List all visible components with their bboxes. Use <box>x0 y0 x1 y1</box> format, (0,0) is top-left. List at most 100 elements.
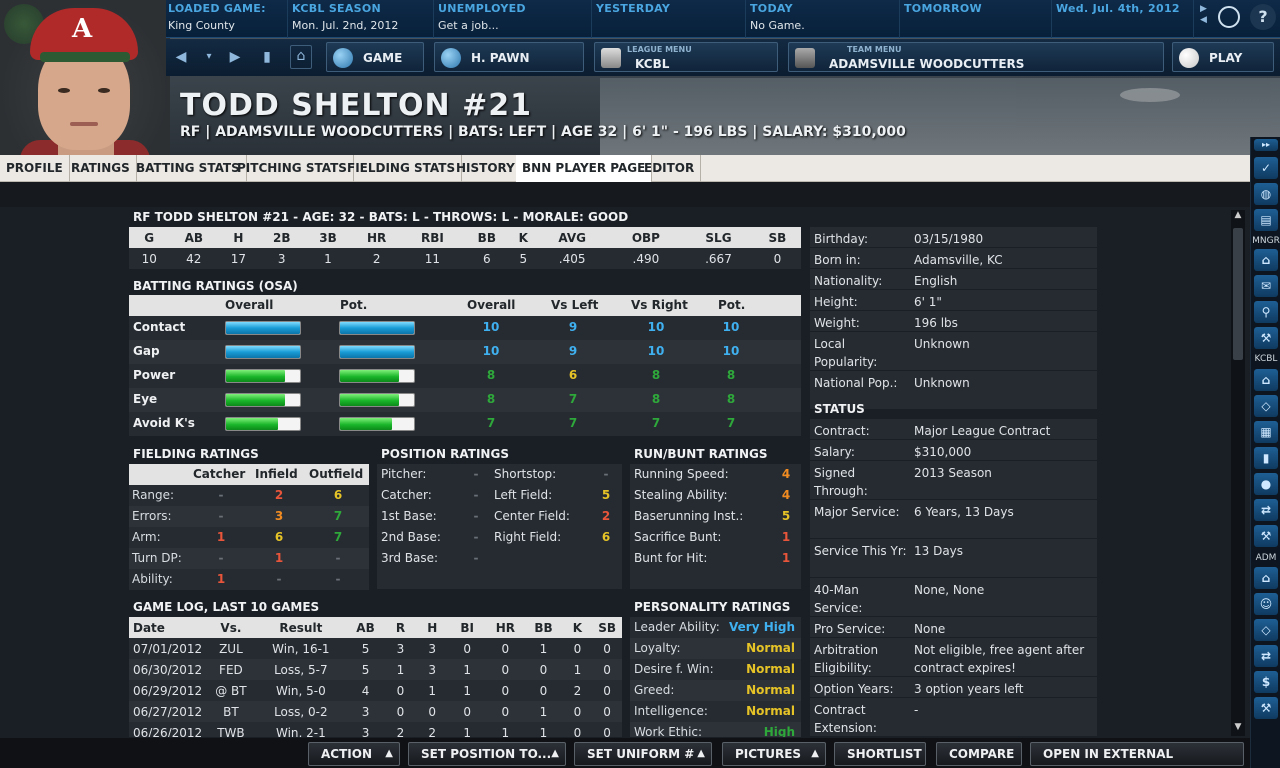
rating-bar-fill <box>340 322 414 334</box>
globe-icon[interactable]: ◍ <box>1254 183 1278 205</box>
game-log-row[interactable]: 06/27/2012 BT Loss, 0-2 3 0 0 0 0 1 0 0 <box>129 701 622 722</box>
table-icon[interactable]: ▦ <box>1254 421 1278 443</box>
game-date-link[interactable]: 06/26/2012 <box>133 725 203 738</box>
rating-bar-fill <box>226 370 286 382</box>
diamond-icon[interactable]: ◇ <box>1254 619 1278 641</box>
tab-ratings[interactable]: RATINGS <box>65 155 137 182</box>
tab-batting-stats[interactable]: BATTING STATS <box>130 155 247 182</box>
bio-value: English <box>914 274 958 288</box>
tab-editor[interactable]: EDITOR <box>638 155 702 182</box>
league-menu-button[interactable]: LEAGUE MENU KCBL <box>594 42 778 72</box>
baseball-icon[interactable]: ● <box>1254 473 1278 495</box>
opponent-link[interactable]: @ BT <box>215 683 247 698</box>
column-header: 3B <box>304 227 352 248</box>
rating-bar <box>339 369 415 383</box>
game-log-row[interactable]: 06/29/2012 @ BT Win, 5-0 4 0 1 1 0 0 2 0 <box>129 680 622 701</box>
tab-pitching-stats[interactable]: PITCHING STATS <box>231 155 354 182</box>
wrench-icon[interactable]: ⚒ <box>1254 697 1278 719</box>
tab-fielding-stats[interactable]: FIELDING STATS <box>341 155 463 182</box>
set-position-to-button[interactable]: SET POSITION TO... ▲ <box>408 742 566 766</box>
yesterday-cell[interactable]: YESTERDAY <box>594 0 746 38</box>
expand-sidebar-icon[interactable]: ▸▸ <box>1254 139 1278 151</box>
game-date-link[interactable]: 07/01/2012 <box>133 641 203 656</box>
game-date-link[interactable]: 06/30/2012 <box>133 662 203 677</box>
wrench-icon[interactable]: ⚒ <box>1254 327 1278 349</box>
game-menu-button[interactable]: GAME <box>326 42 424 72</box>
position-label: Pitcher: <box>381 467 427 481</box>
tab-profile[interactable]: PROFILE <box>0 155 70 182</box>
bookmark-icon[interactable]: ▮ <box>263 49 271 65</box>
opponent-link[interactable]: BT <box>223 704 239 719</box>
home-icon[interactable]: ⌂ <box>1254 567 1278 589</box>
wrench-icon[interactable]: ⚒ <box>1254 525 1278 547</box>
notebook-icon[interactable]: ▤ <box>1254 209 1278 231</box>
forward-arrow-icon[interactable]: ▶ <box>229 49 241 65</box>
status-value: 3 option years left <box>914 682 1024 696</box>
back-arrow-icon[interactable]: ◀ <box>175 49 187 65</box>
tab-bnn-player-page[interactable]: BNN PLAYER PAGE <box>516 155 653 182</box>
next-date-cell[interactable]: Wed. Jul. 4th, 2012 <box>1054 0 1194 38</box>
home-icon <box>441 48 461 68</box>
opponent-link[interactable]: FED <box>219 662 243 677</box>
compare-button[interactable]: COMPARE <box>936 742 1022 766</box>
home-icon[interactable]: ⌂ <box>1254 249 1278 271</box>
personality-row: Intelligence: Normal <box>630 701 801 722</box>
date-scroll-arrows-icon[interactable]: ▶ ◀ <box>1200 4 1207 25</box>
action-button[interactable]: ACTION ▲ <box>308 742 400 766</box>
position-label: 2nd Base: <box>381 530 441 544</box>
status-row: Signed Through: 2013 Season <box>810 461 1097 500</box>
dropdown-caret-icon: ▲ <box>385 748 393 759</box>
opponent-link[interactable]: TWB <box>217 725 245 738</box>
scroll-thumb[interactable] <box>1233 228 1243 360</box>
search-icon[interactable]: ⚲ <box>1254 301 1278 323</box>
transfer-icon[interactable]: ⇄ <box>1254 499 1278 521</box>
game-log-title: GAME LOG, LAST 10 GAMES <box>133 600 320 614</box>
game-date-link[interactable]: 06/27/2012 <box>133 704 203 719</box>
game-stat-cell: 0 <box>463 704 472 719</box>
bar-chart-icon[interactable]: ▮ <box>1254 447 1278 469</box>
mail-icon[interactable]: ✉ <box>1254 275 1278 297</box>
transfer-icon[interactable]: ⇄ <box>1254 645 1278 667</box>
status-label: Salary: <box>814 445 855 459</box>
game-stat-cell: 0 <box>603 683 611 698</box>
game-date-link[interactable]: 06/29/2012 <box>133 683 203 698</box>
scroll-up-icon[interactable]: ▲ <box>1234 210 1242 220</box>
game-log-row[interactable]: 06/26/2012 TWB Win, 2-1 3 2 2 1 1 1 0 0 <box>129 722 622 737</box>
search-icon[interactable] <box>1218 6 1240 28</box>
home-icon[interactable]: ⌂ <box>290 45 312 69</box>
content-scrollbar[interactable]: ▲ ▼ <box>1231 210 1245 736</box>
home-icon[interactable]: ⌂ <box>1254 369 1278 391</box>
pictures-button[interactable]: PICTURES ▲ <box>722 742 826 766</box>
today-cell[interactable]: TODAY No Game. <box>748 0 900 38</box>
game-log-row[interactable]: 06/30/2012 FED Loss, 5-7 5 1 3 1 0 0 1 0 <box>129 659 622 680</box>
team-menu-button[interactable]: TEAM MENU ADAMSVILLE WOODCUTTERS <box>788 42 1164 72</box>
bio-row: Birthday: 03/15/1980 <box>810 227 1097 248</box>
scroll-down-icon[interactable]: ▼ <box>1234 722 1242 732</box>
set-uniform-button[interactable]: SET UNIFORM # ▲ <box>574 742 712 766</box>
personality-ratings-title: PERSONALITY RATINGS <box>634 600 791 614</box>
shortlist-button[interactable]: SHORTLIST <box>834 742 926 766</box>
game-log-row[interactable]: 07/01/2012 ZUL Win, 16-1 5 3 3 0 0 1 0 0 <box>129 638 622 659</box>
help-icon[interactable]: ? <box>1250 4 1276 30</box>
history-dropdown-icon[interactable]: ▾ <box>206 51 212 62</box>
open-in-external-browser-button[interactable]: OPEN IN EXTERNAL BROWSER... <box>1030 742 1244 766</box>
dollar-icon[interactable]: $ <box>1254 671 1278 693</box>
rating-row: Contact 10 9 10 10 <box>129 316 801 340</box>
manager-menu-button[interactable]: H. PAWN <box>434 42 584 72</box>
season-cell[interactable]: KCBL SEASON Mon. Jul. 2nd, 2012 <box>290 0 434 38</box>
diamond-icon[interactable]: ◇ <box>1254 395 1278 417</box>
play-button[interactable]: PLAY <box>1172 42 1274 72</box>
loaded-game-cell[interactable]: LOADED GAME: King County <box>166 0 288 38</box>
tomorrow-cell[interactable]: TOMORROW <box>902 0 1052 38</box>
right-sidebar: ▸▸ ✓ ◍ ▤ MNGR ⌂ ✉ ⚲ ⚒ KCBL ⌂ ◇ ▦ ▮ ● ⇄ ⚒… <box>1250 137 1280 768</box>
job-status-cell[interactable]: UNEMPLOYED Get a job... <box>436 0 592 38</box>
personality-row: Leader Ability: Very High <box>630 617 801 638</box>
tab-history[interactable]: HISTORY <box>450 155 522 182</box>
button-label: PICTURES <box>735 747 802 761</box>
checkmark-icon[interactable]: ✓ <box>1254 157 1278 179</box>
player-icon[interactable]: ☺ <box>1254 593 1278 615</box>
rating-value: 8 <box>726 392 736 406</box>
position-value: - <box>473 467 479 481</box>
status-label: Major Service: <box>814 505 900 519</box>
opponent-link[interactable]: ZUL <box>219 641 243 656</box>
